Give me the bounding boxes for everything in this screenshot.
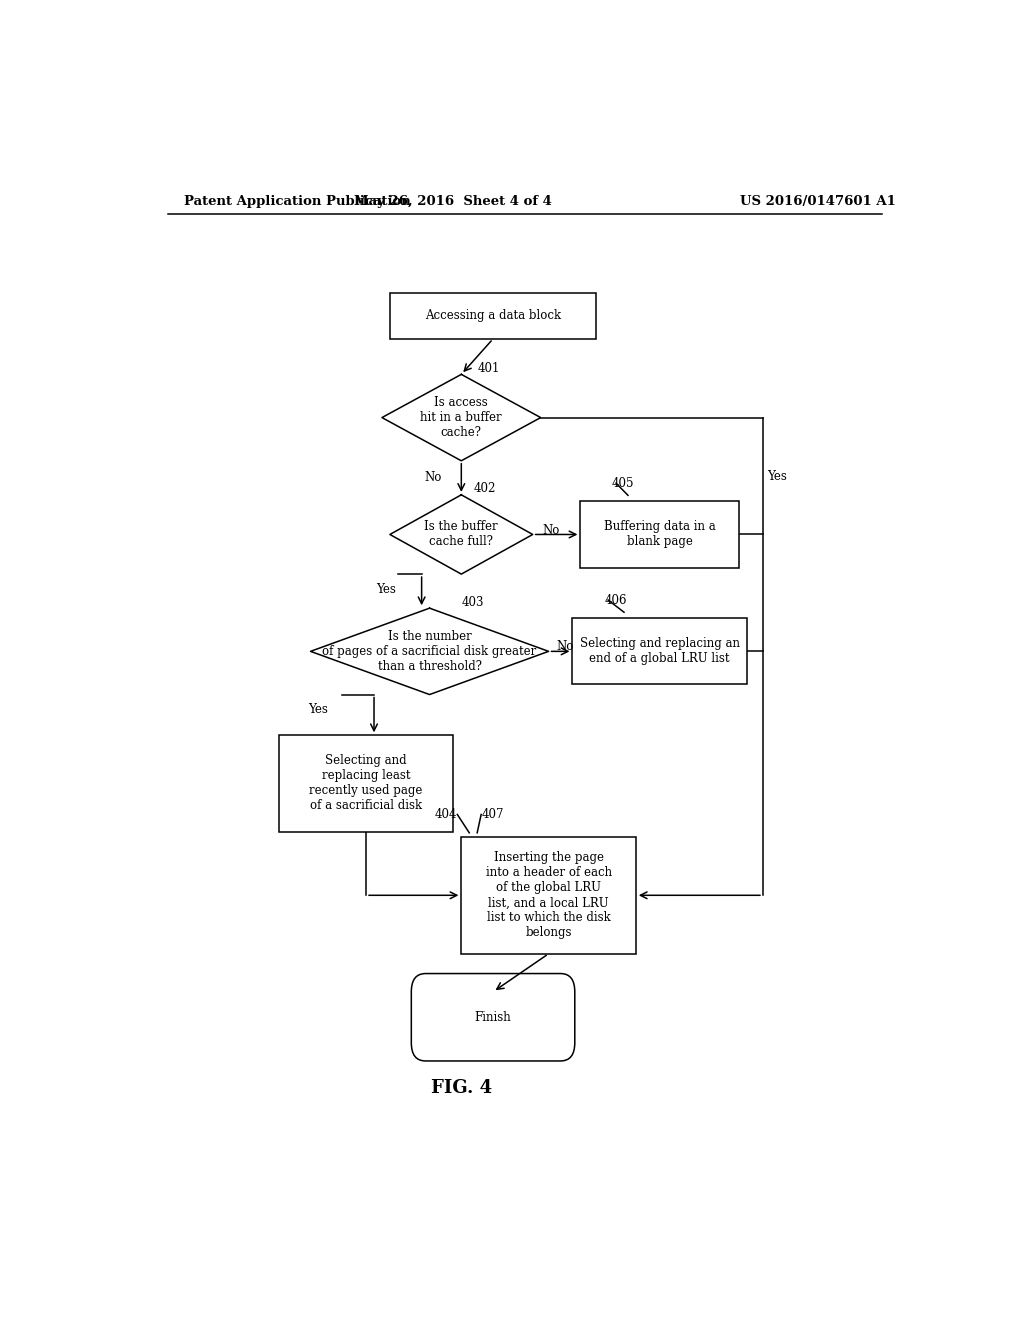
Text: Inserting the page
into a header of each
of the global LRU
list, and a local LRU: Inserting the page into a header of each… — [485, 851, 611, 940]
Text: US 2016/0147601 A1: US 2016/0147601 A1 — [740, 194, 896, 207]
Text: 407: 407 — [481, 808, 504, 821]
Text: 403: 403 — [461, 595, 483, 609]
FancyBboxPatch shape — [581, 502, 739, 568]
Text: Yes: Yes — [308, 704, 329, 717]
Text: 402: 402 — [473, 482, 496, 495]
Text: 405: 405 — [612, 477, 635, 490]
Text: Is the buffer
cache full?: Is the buffer cache full? — [425, 520, 498, 549]
Text: Yes: Yes — [376, 583, 396, 595]
FancyBboxPatch shape — [572, 618, 748, 684]
Text: Is the number
of pages of a sacrificial disk greater
than a threshold?: Is the number of pages of a sacrificial … — [323, 630, 537, 673]
Text: 404: 404 — [435, 808, 458, 821]
Text: 406: 406 — [604, 594, 627, 606]
FancyBboxPatch shape — [412, 974, 574, 1061]
FancyBboxPatch shape — [462, 837, 636, 954]
Text: Selecting and
replacing least
recently used page
of a sacrificial disk: Selecting and replacing least recently u… — [309, 755, 423, 813]
Text: Yes: Yes — [767, 470, 786, 483]
Text: Selecting and replacing an
end of a global LRU list: Selecting and replacing an end of a glob… — [580, 638, 739, 665]
Text: Finish: Finish — [475, 1011, 511, 1024]
Text: No: No — [557, 640, 573, 653]
Text: No: No — [543, 524, 560, 537]
Text: 401: 401 — [477, 362, 500, 375]
Text: May 26, 2016  Sheet 4 of 4: May 26, 2016 Sheet 4 of 4 — [354, 194, 552, 207]
Text: No: No — [424, 471, 441, 484]
Text: Buffering data in a
blank page: Buffering data in a blank page — [604, 520, 716, 549]
Text: Patent Application Publication: Patent Application Publication — [183, 194, 411, 207]
FancyBboxPatch shape — [390, 293, 596, 339]
Text: Accessing a data block: Accessing a data block — [425, 309, 561, 322]
Text: FIG. 4: FIG. 4 — [431, 1080, 492, 1097]
Text: Is access
hit in a buffer
cache?: Is access hit in a buffer cache? — [421, 396, 502, 440]
FancyBboxPatch shape — [279, 735, 454, 832]
